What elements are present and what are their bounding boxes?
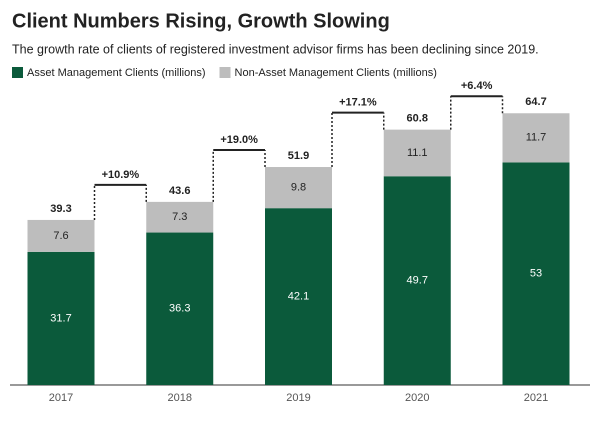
total-label: 64.7 [525,96,546,108]
growth-label: +17.1% [339,97,377,109]
total-label: 43.6 [169,185,190,197]
x-tick-label: 2019 [286,392,310,404]
bar-segment [265,167,332,209]
x-tick-label: 2017 [49,392,73,404]
legend-swatch [12,67,23,78]
total-label: 39.3 [50,203,71,215]
bar-segment [502,113,570,163]
segment-label: 11.1 [407,147,428,159]
chart-title: Client Numbers Rising, Growth Slowing [12,10,390,32]
segment-label: 36.3 [169,303,190,315]
bar-segment [383,129,451,177]
bar-segment [27,219,95,252]
bar-segment [383,176,451,385]
legend-label: Asset Management Clients (millions) [27,67,206,79]
bar-segment [146,232,214,385]
x-tick-label: 2020 [405,392,429,404]
segment-label: 31.7 [50,312,71,324]
bar-segment [502,162,570,385]
growth-label: +19.0% [220,134,258,146]
legend-swatch [219,67,231,78]
segment-label: 49.7 [407,275,428,287]
segment-label: 7.6 [53,230,68,242]
total-label: 60.8 [407,113,428,125]
legend-label: Non-Asset Management Clients (millions) [235,67,437,79]
bar-segment [146,201,214,233]
bar-segment [265,208,332,385]
segment-label: 11.7 [526,132,547,144]
segment-label: 9.8 [291,182,306,194]
x-tick-label: 2018 [168,392,192,404]
growth-label: +6.4% [461,80,493,92]
segment-label: 7.3 [172,211,187,223]
bar-segment [27,251,95,385]
segment-label: 53 [530,268,542,280]
x-tick-label: 2021 [524,392,548,404]
chart-subtitle: The growth rate of clients of registered… [12,42,539,56]
segment-label: 42.1 [288,290,309,302]
total-label: 51.9 [288,150,309,162]
growth-label: +10.9% [102,169,140,181]
